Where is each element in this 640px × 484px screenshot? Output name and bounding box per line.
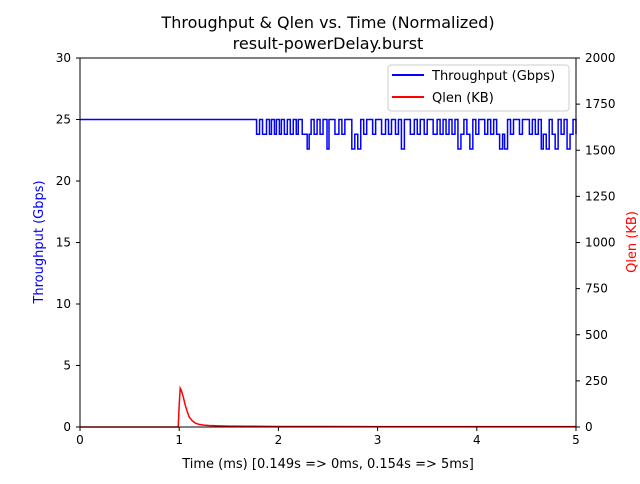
right-y-tick-label: 0 (585, 420, 593, 434)
right-y-tick-label: 1000 (585, 236, 616, 250)
left-y-tick-label: 10 (56, 297, 71, 311)
legend: Throughput (Gbps) Qlen (KB) (387, 64, 570, 112)
x-tick-label: 0 (76, 433, 84, 447)
throughput-series-line (80, 118, 577, 150)
left-y-tick-label: 25 (56, 113, 71, 127)
right-y-tick-label: 1250 (585, 189, 616, 203)
left-y-axis-label: Throughput (Gbps) (32, 180, 47, 304)
legend-qlen-label: Qlen (KB) (432, 91, 494, 106)
left-y-tick-label: 15 (56, 236, 71, 250)
right-y-tick-label: 2000 (585, 51, 616, 65)
x-tick-label: 4 (473, 433, 481, 447)
right-y-tick-label: 500 (585, 328, 608, 342)
x-tick-label: 2 (275, 433, 283, 447)
x-tick-label: 5 (572, 433, 580, 447)
x-tick-label: 3 (374, 433, 382, 447)
left-y-tick-label: 0 (63, 420, 71, 434)
right-y-tick-label: 750 (585, 282, 608, 296)
x-axis-label: Time (ms) [0.149s => 0ms, 0.154s => 5ms] (181, 457, 474, 472)
plot-frame (79, 57, 577, 428)
right-y-tick-label: 1500 (585, 143, 616, 157)
chart-title: Throughput & Qlen vs. Time (Normalized) (160, 13, 494, 32)
left-y-axis-ticks: 0 5 10 15 20 25 30 (56, 51, 80, 434)
legend-box (387, 64, 570, 112)
x-axis-ticks: 0 1 2 3 4 5 (76, 427, 580, 447)
left-y-tick-label: 20 (56, 174, 71, 188)
legend-throughput-label: Throughput (Gbps) (431, 69, 555, 84)
left-y-tick-label: 30 (56, 51, 71, 65)
x-tick-label: 1 (175, 433, 183, 447)
chart-subtitle: result-powerDelay.burst (233, 34, 424, 53)
right-y-axis-ticks: 0 250 500 750 1000 1250 1500 1750 2000 (576, 51, 616, 434)
left-y-tick-label: 5 (63, 359, 71, 373)
right-y-tick-label: 250 (585, 374, 608, 388)
right-y-tick-label: 1750 (585, 97, 616, 111)
right-y-axis-label: Qlen (KB) (625, 211, 640, 273)
